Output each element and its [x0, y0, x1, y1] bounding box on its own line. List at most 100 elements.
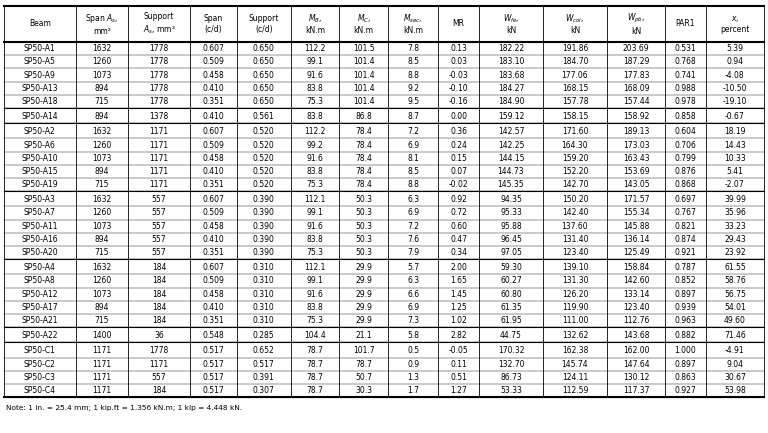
Text: 0.07: 0.07	[450, 167, 467, 176]
Text: 78.4: 78.4	[356, 167, 372, 176]
Text: 123.40: 123.40	[561, 248, 588, 257]
Text: 101.4: 101.4	[353, 57, 375, 66]
Text: 171.57: 171.57	[623, 195, 649, 204]
Text: 29.9: 29.9	[356, 316, 372, 325]
Text: 50.3: 50.3	[355, 248, 372, 257]
Text: 18.19: 18.19	[724, 127, 746, 136]
Text: 8.5: 8.5	[407, 167, 419, 176]
Text: SP50-A14: SP50-A14	[22, 112, 58, 121]
Text: 0.650: 0.650	[253, 71, 275, 80]
Text: 0.390: 0.390	[253, 222, 275, 231]
Text: 159.12: 159.12	[498, 112, 525, 121]
Text: 0.03: 0.03	[450, 57, 467, 66]
Text: 0.706: 0.706	[674, 140, 697, 149]
Text: 182.22: 182.22	[498, 44, 524, 53]
Text: 0.00: 0.00	[450, 112, 467, 121]
Text: 83.8: 83.8	[306, 303, 323, 312]
Text: 0.410: 0.410	[203, 112, 224, 121]
Text: 29.9: 29.9	[356, 303, 372, 312]
Text: 187.29: 187.29	[623, 57, 649, 66]
Text: 158.84: 158.84	[623, 263, 649, 272]
Text: -0.67: -0.67	[725, 112, 745, 121]
Text: 1073: 1073	[92, 71, 111, 80]
Text: SP50-A6: SP50-A6	[24, 140, 56, 149]
Text: 184.70: 184.70	[561, 57, 588, 66]
Text: 162.00: 162.00	[623, 346, 649, 355]
Text: 0.897: 0.897	[674, 290, 697, 299]
Text: 145.35: 145.35	[498, 180, 525, 189]
Text: SP50-A13: SP50-A13	[22, 84, 58, 93]
Text: 184.27: 184.27	[498, 84, 525, 93]
Text: $x$,
percent: $x$, percent	[720, 14, 750, 34]
Text: 0.517: 0.517	[253, 360, 275, 369]
Text: 0.548: 0.548	[203, 331, 224, 340]
Text: 50.7: 50.7	[355, 373, 372, 382]
Text: 61.55: 61.55	[724, 263, 746, 272]
Text: 164.30: 164.30	[561, 140, 588, 149]
Text: 0.410: 0.410	[203, 167, 224, 176]
Text: SP50-A11: SP50-A11	[22, 222, 58, 231]
Text: 168.15: 168.15	[561, 84, 588, 93]
Text: 173.03: 173.03	[623, 140, 650, 149]
Text: 0.509: 0.509	[203, 209, 224, 217]
Text: 99.2: 99.2	[306, 140, 323, 149]
Text: 150.20: 150.20	[561, 195, 588, 204]
Text: 157.78: 157.78	[561, 97, 588, 106]
Text: SP50-A17: SP50-A17	[22, 303, 58, 312]
Text: 6.9: 6.9	[407, 140, 419, 149]
Text: 8.5: 8.5	[407, 57, 419, 66]
Text: 101.4: 101.4	[353, 71, 375, 80]
Text: 95.88: 95.88	[500, 222, 521, 231]
Text: 83.8: 83.8	[306, 112, 323, 121]
Text: SP50-A19: SP50-A19	[22, 180, 58, 189]
Text: 0.517: 0.517	[203, 386, 224, 395]
Text: 5.41: 5.41	[727, 167, 743, 176]
Text: 91.6: 91.6	[306, 290, 323, 299]
Text: 142.70: 142.70	[561, 180, 588, 189]
Text: 1.3: 1.3	[407, 373, 419, 382]
Text: 0.799: 0.799	[674, 154, 697, 163]
Text: 49.60: 49.60	[724, 316, 746, 325]
Text: 0.351: 0.351	[203, 248, 224, 257]
Text: 9.2: 9.2	[407, 84, 419, 93]
Text: 1.02: 1.02	[450, 316, 467, 325]
Text: 183.10: 183.10	[498, 57, 525, 66]
Text: SP50-A2: SP50-A2	[24, 127, 56, 136]
Text: 78.7: 78.7	[306, 386, 323, 395]
Text: 0.650: 0.650	[253, 84, 275, 93]
Text: 6.6: 6.6	[407, 290, 419, 299]
Text: 715: 715	[94, 316, 109, 325]
Text: 23.92: 23.92	[724, 248, 746, 257]
Text: 1260: 1260	[92, 277, 111, 285]
Text: 29.9: 29.9	[356, 290, 372, 299]
Text: 91.6: 91.6	[306, 71, 323, 80]
Text: 0.520: 0.520	[253, 167, 275, 176]
Text: 78.4: 78.4	[356, 180, 372, 189]
Text: 101.4: 101.4	[353, 97, 375, 106]
Text: 191.86: 191.86	[561, 44, 588, 53]
Text: 133.14: 133.14	[623, 290, 649, 299]
Text: SP50-C3: SP50-C3	[24, 373, 56, 382]
Text: 130.12: 130.12	[623, 373, 649, 382]
Text: 0.604: 0.604	[674, 127, 697, 136]
Text: SP50-C1: SP50-C1	[24, 346, 56, 355]
Text: 99.1: 99.1	[306, 57, 323, 66]
Text: 142.57: 142.57	[498, 127, 525, 136]
Text: -0.02: -0.02	[449, 180, 468, 189]
Text: 29.9: 29.9	[356, 263, 372, 272]
Text: 1778: 1778	[150, 57, 169, 66]
Text: 0.13: 0.13	[450, 44, 467, 53]
Text: -0.03: -0.03	[449, 71, 468, 80]
Text: 183.68: 183.68	[498, 71, 525, 80]
Text: 78.7: 78.7	[306, 360, 323, 369]
Text: 9.5: 9.5	[407, 97, 419, 106]
Text: 124.11: 124.11	[562, 373, 588, 382]
Text: 1171: 1171	[92, 360, 111, 369]
Text: 1.65: 1.65	[450, 277, 467, 285]
Text: 14.43: 14.43	[724, 140, 746, 149]
Text: MR: MR	[452, 19, 465, 29]
Text: 0.391: 0.391	[253, 373, 275, 382]
Text: 7.3: 7.3	[407, 316, 419, 325]
Text: 177.06: 177.06	[561, 71, 588, 80]
Text: 2.00: 2.00	[450, 263, 467, 272]
